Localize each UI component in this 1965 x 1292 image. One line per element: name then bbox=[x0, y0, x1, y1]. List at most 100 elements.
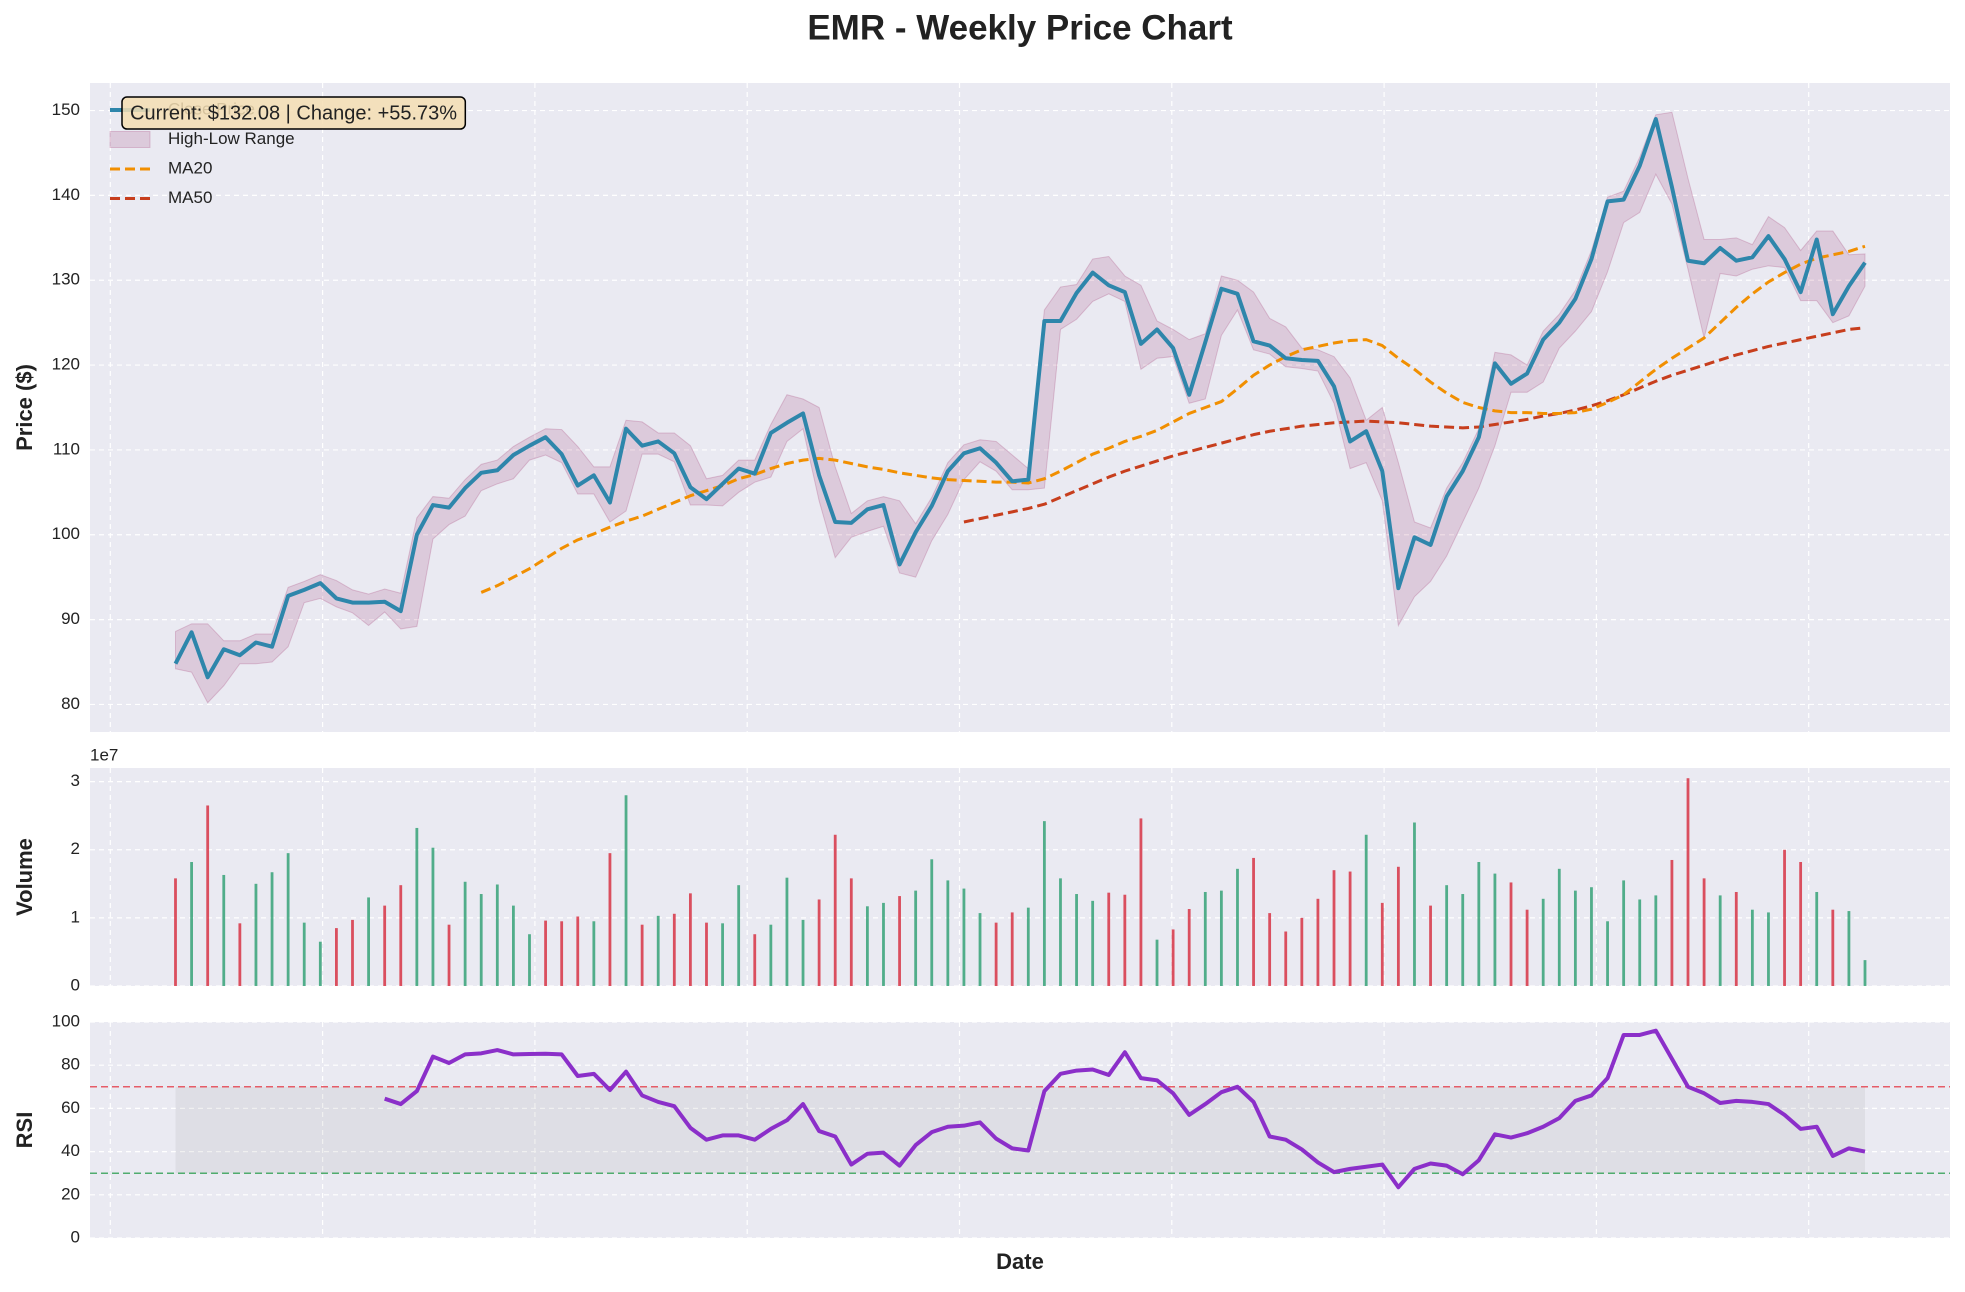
volume-bar bbox=[431, 847, 435, 986]
y-tick-label: 100 bbox=[52, 524, 80, 543]
volume-bar bbox=[1573, 890, 1577, 986]
volume-bar bbox=[1702, 878, 1706, 986]
volume-bar bbox=[1445, 885, 1449, 986]
volume-bar bbox=[1236, 868, 1239, 986]
volume-bar bbox=[1203, 891, 1207, 986]
legend-label: MA50 bbox=[168, 188, 212, 207]
volume-bar bbox=[1461, 894, 1465, 986]
volume-bar bbox=[512, 905, 515, 986]
volume-bar bbox=[1541, 898, 1545, 986]
volume-bar bbox=[335, 928, 338, 986]
volume-bar bbox=[1638, 899, 1642, 986]
volume-bar bbox=[914, 890, 918, 986]
y-axis-label: RSI bbox=[12, 1112, 37, 1149]
y-tick-label: 0 bbox=[71, 975, 80, 994]
volume-bar bbox=[1187, 909, 1191, 986]
volume-bar bbox=[656, 915, 660, 986]
volume-bar bbox=[769, 924, 773, 986]
volume-bar bbox=[1010, 912, 1014, 986]
volume-bar bbox=[688, 893, 692, 986]
y-tick-label: 100 bbox=[52, 1011, 80, 1030]
volume-bar bbox=[1284, 931, 1288, 986]
volume-bar bbox=[737, 885, 741, 986]
volume-bar bbox=[1413, 822, 1416, 986]
volume-bar bbox=[1767, 912, 1770, 986]
volume-bar bbox=[544, 920, 547, 986]
volume-bar bbox=[351, 919, 354, 986]
y-tick-label: 40 bbox=[61, 1141, 80, 1160]
volume-bar bbox=[238, 923, 242, 986]
volume-bar bbox=[1300, 917, 1304, 986]
volume-bar bbox=[1477, 862, 1481, 986]
volume-bar bbox=[962, 888, 966, 986]
volume-bar bbox=[592, 921, 596, 986]
volume-bar bbox=[1396, 866, 1400, 986]
rsi-band bbox=[175, 1086, 1865, 1174]
volume-bar bbox=[463, 881, 467, 986]
volume-bar bbox=[206, 805, 210, 986]
volume-bar bbox=[1042, 821, 1046, 986]
volume-bar bbox=[254, 883, 258, 986]
volume-bar bbox=[447, 924, 451, 986]
offset-label: 1e7 bbox=[90, 745, 118, 764]
volume-bar bbox=[1075, 894, 1078, 986]
volume-bar bbox=[865, 906, 869, 986]
line bbox=[384, 1028, 1866, 1190]
volume-bar bbox=[785, 877, 789, 986]
volume-bar bbox=[1831, 909, 1835, 986]
y-tick-label: 80 bbox=[61, 1055, 80, 1074]
volume-bar bbox=[1107, 892, 1111, 986]
volume-bar bbox=[1686, 778, 1690, 986]
volume-bar bbox=[1316, 898, 1320, 986]
y-tick-label: 60 bbox=[61, 1098, 80, 1117]
volume-bar bbox=[576, 916, 580, 986]
y-tick-label: 150 bbox=[52, 100, 80, 119]
plot-area bbox=[90, 83, 1950, 732]
volume-bar bbox=[1557, 868, 1561, 986]
volume-bar bbox=[1332, 870, 1336, 986]
volume-bar bbox=[318, 941, 322, 986]
volume-bar bbox=[1364, 834, 1368, 986]
volume-bar bbox=[415, 827, 419, 986]
volume-bar bbox=[1847, 911, 1851, 986]
y-tick-label: 110 bbox=[53, 439, 80, 458]
volume-bar bbox=[302, 922, 306, 986]
y-tick-label: 130 bbox=[52, 270, 80, 289]
volume-bar bbox=[1783, 849, 1786, 986]
volume-bar bbox=[1171, 929, 1175, 986]
volume-bar bbox=[1026, 907, 1030, 986]
volume-bar bbox=[1252, 857, 1255, 986]
volume-bar bbox=[624, 795, 628, 986]
volume-bar bbox=[721, 923, 724, 986]
high-low-area bbox=[175, 111, 1866, 704]
volume-bar bbox=[479, 894, 483, 986]
volume-bar bbox=[1429, 905, 1432, 986]
volume-bar bbox=[1139, 818, 1143, 986]
volume-bar bbox=[1654, 895, 1658, 986]
volume-bar bbox=[994, 922, 998, 986]
legend-label: MA20 bbox=[168, 158, 212, 177]
volume-bar bbox=[1622, 880, 1626, 986]
volume-bar bbox=[849, 878, 853, 986]
volume-bar bbox=[270, 872, 274, 986]
volume-bar bbox=[1059, 878, 1062, 986]
y-axis-label: Volume bbox=[12, 838, 37, 916]
volume-bar bbox=[882, 902, 885, 986]
y-tick-label: 0 bbox=[71, 1227, 80, 1246]
volume-bar bbox=[1606, 921, 1609, 986]
volume-bar bbox=[817, 899, 821, 986]
volume-bar bbox=[1718, 895, 1722, 986]
volume-bar bbox=[898, 896, 901, 986]
volume-bar bbox=[930, 859, 934, 986]
volume-bar bbox=[190, 862, 193, 986]
y-tick-label: 1 bbox=[71, 907, 80, 926]
annotation: Current: $132.08 | Change: +55.73% bbox=[130, 102, 457, 124]
y-tick-label: 140 bbox=[52, 185, 80, 204]
y-tick-label: 20 bbox=[61, 1184, 80, 1203]
chart-title: EMR - Weekly Price Chart bbox=[807, 8, 1233, 47]
volume-bar bbox=[528, 934, 531, 986]
volume-bar bbox=[1525, 909, 1529, 986]
volume-bar bbox=[1863, 960, 1867, 986]
